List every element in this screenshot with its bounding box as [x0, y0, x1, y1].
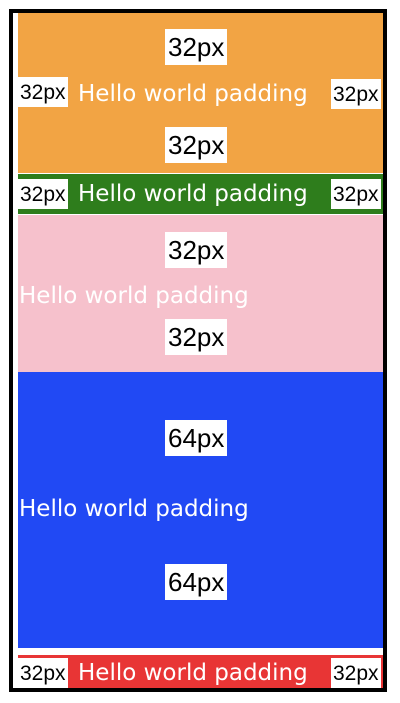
hello-world-padding-text: Hello world padding [19, 283, 249, 309]
right-padding-label: 32px [331, 658, 381, 688]
bottom-padding-label: 32px [165, 127, 228, 163]
hello-world-padding-text: Hello world padding [78, 660, 308, 686]
blue-padding-block: 64px Hello world padding 64px [18, 372, 383, 648]
hello-world-padding-text: Hello world padding [78, 181, 308, 207]
right-padding-label: 32px [331, 179, 381, 209]
bottom-padding-label: 64px [165, 564, 228, 600]
top-padding-label: 32px [165, 29, 228, 65]
right-padding-label: 32px [331, 79, 381, 109]
top-padding-label: 32px [165, 232, 228, 268]
left-padding-label: 32px [18, 658, 68, 688]
pink-padding-block: 32px Hello world padding 32px [18, 215, 383, 372]
hello-world-padding-text: Hello world padding [78, 81, 308, 107]
hello-world-padding-text: Hello world padding [19, 496, 249, 522]
padding-demo-frame: 32px 32px Hello world padding 32px 32px … [9, 9, 387, 692]
bottom-padding-label: 32px [165, 319, 228, 355]
orange-padding-block: 32px 32px Hello world padding 32px 32px [18, 13, 383, 173]
left-padding-label: 32px [18, 179, 68, 209]
top-padding-label: 64px [165, 420, 228, 456]
red-padding-block: 32px Hello world padding 32px [18, 655, 383, 688]
left-padding-label: 32px [18, 77, 68, 107]
green-padding-block: 32px Hello world padding 32px [18, 174, 383, 214]
